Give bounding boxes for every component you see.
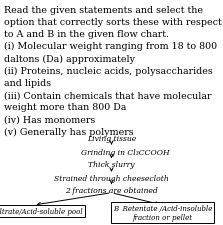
Text: (iii) Contain chemicals that have molecular: (iii) Contain chemicals that have molecu… bbox=[4, 91, 212, 100]
Text: A  Filtrate/Acid-soluble pool: A Filtrate/Acid-soluble pool bbox=[0, 207, 83, 215]
Text: Strained through cheesecloth: Strained through cheesecloth bbox=[54, 174, 169, 182]
Text: option that correctly sorts these with respect: option that correctly sorts these with r… bbox=[4, 18, 222, 27]
Text: 2 fractions are obtained: 2 fractions are obtained bbox=[65, 187, 158, 195]
Text: (v) Generally has polymers: (v) Generally has polymers bbox=[4, 127, 134, 136]
Text: Read the given statements and select the: Read the given statements and select the bbox=[4, 6, 203, 15]
Text: (iv) Has monomers: (iv) Has monomers bbox=[4, 115, 96, 124]
Text: Living tissue: Living tissue bbox=[87, 134, 136, 142]
Text: Grinding in Cl₃CCOOH: Grinding in Cl₃CCOOH bbox=[81, 148, 169, 156]
Text: Thick slurry: Thick slurry bbox=[88, 161, 135, 169]
Text: weight more than 800 Da: weight more than 800 Da bbox=[4, 103, 127, 112]
Text: and lipids: and lipids bbox=[4, 79, 52, 88]
Text: (i) Molecular weight ranging from 18 to 800: (i) Molecular weight ranging from 18 to … bbox=[4, 42, 218, 51]
Text: to A and B in the given flow chart.: to A and B in the given flow chart. bbox=[4, 30, 169, 39]
Text: B  Retentate /Acid-insoluble
fraction or pellet: B Retentate /Acid-insoluble fraction or … bbox=[113, 204, 213, 221]
Text: daltons (Da) approximately: daltons (Da) approximately bbox=[4, 54, 135, 63]
Text: (ii) Proteins, nucleic acids, polysaccharides: (ii) Proteins, nucleic acids, polysaccha… bbox=[4, 66, 213, 75]
